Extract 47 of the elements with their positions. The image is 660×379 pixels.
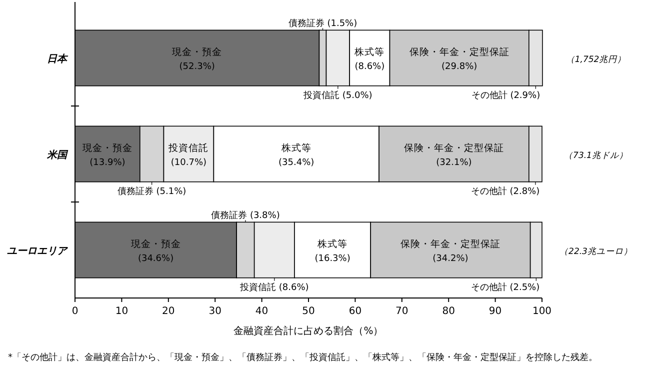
data-label: (29.8%) xyxy=(442,62,478,72)
data-label: (10.7%) xyxy=(170,158,207,168)
text: 債務証券 (3.8%) xyxy=(211,211,280,222)
data-label: (52.3%) xyxy=(179,62,215,72)
series-label: 投資信託 xyxy=(168,142,209,154)
x-tick-label: 60 xyxy=(348,306,362,317)
x-tick-label: 20 xyxy=(162,306,175,317)
text: 投資信託 (8.6%) xyxy=(240,282,309,293)
text: その他計 (2.8%) xyxy=(470,186,540,197)
series-label: 株式等 xyxy=(354,46,385,58)
x-tick-label: 100 xyxy=(532,306,552,317)
text: 株式等 xyxy=(318,239,348,250)
x-tick-label: 80 xyxy=(442,306,455,317)
x-tick-label: 0 xyxy=(72,306,78,317)
data-label: (35.4%) xyxy=(278,158,314,168)
x-tick-label: 40 xyxy=(255,306,268,317)
text: *「その他計」は、金融資産合計から、「現金・預金」、「債務証券」、「投資信託」、「株式等」、「保険・年金・定型保証」を控除した残差。 xyxy=(8,352,598,363)
text: 保険・年金・定型保証 xyxy=(404,143,504,154)
text: その他計 (2.5%) xyxy=(470,282,540,293)
text: 投資信託 (5.0%) xyxy=(304,90,372,101)
text: （73.1兆ドル） xyxy=(564,151,628,161)
x-tick-label: 50 xyxy=(302,306,315,317)
text: 債務証券 (1.5%) xyxy=(288,19,358,30)
text: 債務証券 (5.1%) xyxy=(117,186,186,197)
series-label: 現金・預金 xyxy=(82,142,132,154)
data-label: (16.3%) xyxy=(314,254,350,264)
text: （22.3兆ユーロ） xyxy=(560,247,632,257)
y-tick-label: ユーロエリア xyxy=(7,246,69,257)
x-tick-label: 90 xyxy=(488,306,502,317)
y-tick-label: 米国 xyxy=(46,149,69,161)
x-tick-label: 70 xyxy=(396,306,408,317)
data-label: (32.1%) xyxy=(436,158,472,168)
data-label: (13.9%) xyxy=(90,158,126,168)
text: 現金・預金 xyxy=(172,47,222,58)
text: 株式等 xyxy=(281,143,312,154)
text: （1,752兆円） xyxy=(566,55,626,65)
text: 現金・預金 xyxy=(130,239,181,250)
x-axis-title: 金融資産合計に占める割合（%） xyxy=(234,325,384,337)
data-label: (34.2%) xyxy=(432,254,468,264)
y-tick-label: 日本 xyxy=(47,53,69,65)
series-label: 保険・年金・定型保証 xyxy=(409,46,510,58)
text: その他計 (2.9%) xyxy=(471,90,540,101)
x-tick-label: 10 xyxy=(115,306,128,317)
text: 保険・年金・定型保証 xyxy=(400,239,500,250)
x-tick-label: 30 xyxy=(208,306,222,317)
data-label: (8.6%) xyxy=(354,62,385,72)
data-label: (34.6%) xyxy=(138,254,174,264)
